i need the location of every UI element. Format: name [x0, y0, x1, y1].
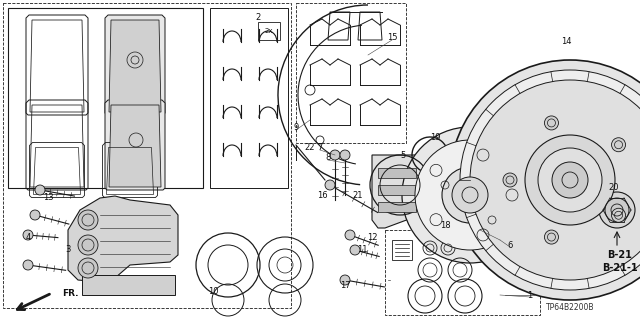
- Text: 2x: 2x: [265, 28, 273, 34]
- Text: TP64B2200B: TP64B2200B: [546, 303, 595, 313]
- Text: FR.: FR.: [62, 290, 79, 299]
- Text: 12: 12: [367, 234, 377, 242]
- Circle shape: [78, 210, 98, 230]
- Circle shape: [325, 180, 335, 190]
- Text: 19: 19: [429, 133, 440, 143]
- Circle shape: [340, 150, 350, 160]
- Text: 22: 22: [305, 144, 316, 152]
- Circle shape: [612, 138, 625, 152]
- Text: 9: 9: [293, 123, 299, 132]
- Polygon shape: [105, 15, 165, 115]
- Bar: [600, 195, 636, 227]
- Text: 18: 18: [440, 220, 451, 229]
- Circle shape: [605, 198, 629, 222]
- Circle shape: [525, 135, 615, 225]
- Circle shape: [545, 230, 559, 244]
- Polygon shape: [68, 196, 178, 282]
- Text: 5: 5: [401, 151, 406, 160]
- Circle shape: [30, 210, 40, 220]
- Bar: [378, 185, 416, 195]
- Circle shape: [330, 150, 340, 160]
- Circle shape: [470, 80, 640, 280]
- Text: 4: 4: [26, 234, 31, 242]
- Polygon shape: [109, 105, 161, 187]
- Circle shape: [35, 185, 45, 195]
- Bar: [378, 168, 416, 178]
- Text: 21: 21: [353, 190, 364, 199]
- Bar: [296, 3, 406, 143]
- Circle shape: [450, 60, 640, 300]
- Circle shape: [415, 140, 525, 250]
- Circle shape: [78, 258, 98, 278]
- Text: 16: 16: [317, 190, 327, 199]
- Text: 3: 3: [65, 246, 70, 255]
- Text: 7: 7: [317, 144, 323, 152]
- Circle shape: [350, 245, 360, 255]
- Text: 10: 10: [208, 287, 218, 296]
- Circle shape: [552, 162, 588, 198]
- Bar: [258, 22, 280, 40]
- Text: 11: 11: [356, 246, 367, 255]
- Polygon shape: [109, 20, 161, 112]
- Circle shape: [599, 192, 635, 228]
- Circle shape: [612, 208, 625, 222]
- Text: 2: 2: [255, 13, 260, 23]
- Text: 20: 20: [609, 183, 620, 192]
- Bar: [8, 8, 203, 188]
- Text: 14: 14: [561, 38, 572, 47]
- Circle shape: [442, 167, 498, 223]
- Polygon shape: [372, 155, 425, 228]
- Circle shape: [345, 230, 355, 240]
- Text: 17: 17: [340, 280, 350, 290]
- Circle shape: [78, 235, 98, 255]
- Bar: [3, 3, 291, 308]
- Circle shape: [460, 70, 640, 290]
- Circle shape: [538, 148, 602, 212]
- Text: 13: 13: [43, 194, 53, 203]
- Circle shape: [452, 177, 488, 213]
- Text: 15: 15: [387, 33, 397, 42]
- Polygon shape: [82, 275, 175, 295]
- Circle shape: [23, 230, 33, 240]
- Bar: [385, 230, 540, 315]
- Polygon shape: [105, 100, 165, 190]
- Text: B-21-1: B-21-1: [602, 263, 638, 273]
- Circle shape: [545, 116, 559, 130]
- Text: 1: 1: [527, 291, 532, 300]
- Circle shape: [503, 173, 517, 187]
- Text: 8: 8: [325, 153, 331, 162]
- Bar: [378, 202, 416, 212]
- Text: B-21: B-21: [607, 250, 632, 260]
- Circle shape: [340, 275, 350, 285]
- Circle shape: [23, 260, 33, 270]
- Bar: [210, 8, 288, 188]
- Circle shape: [402, 127, 538, 263]
- Text: 6: 6: [508, 241, 513, 249]
